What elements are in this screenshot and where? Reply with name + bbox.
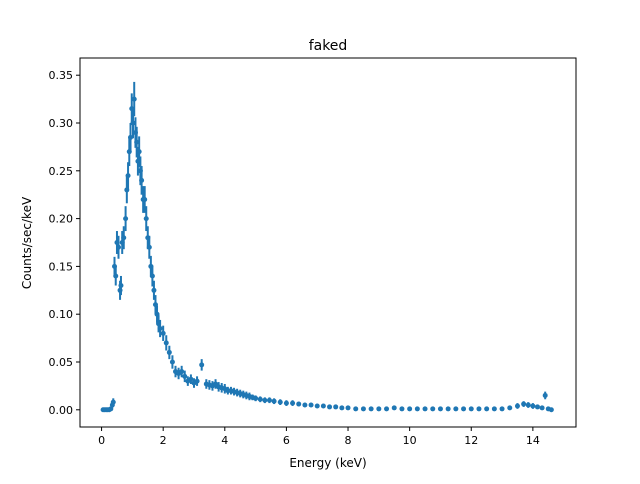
data-point (530, 403, 536, 409)
data-point (194, 378, 200, 384)
data-point (345, 405, 351, 411)
y-tick-label: 0.30 (49, 117, 74, 130)
data-point (199, 362, 205, 368)
x-tick-label: 2 (160, 434, 167, 447)
data-point (507, 405, 513, 411)
data-point (461, 406, 467, 412)
data-point (121, 235, 127, 241)
data-point (296, 401, 302, 407)
data-point (445, 406, 451, 412)
y-axis-label: Counts/sec/keV (20, 196, 34, 289)
data-point (188, 376, 194, 382)
data-point (151, 287, 157, 293)
data-point (143, 216, 149, 222)
data-point (525, 402, 531, 408)
data-point (484, 406, 490, 412)
data-point (257, 396, 263, 402)
y-tick-label: 0.00 (49, 404, 74, 417)
data-point (320, 403, 326, 409)
data-point (283, 400, 289, 406)
data-point (290, 400, 296, 406)
data-point (146, 244, 152, 250)
data-point (308, 402, 314, 408)
data-point (253, 395, 259, 401)
x-axis-label: Energy (keV) (289, 456, 366, 470)
x-tick-label: 12 (464, 434, 478, 447)
data-point (118, 283, 124, 289)
data-point (125, 173, 131, 179)
data-point (453, 406, 459, 412)
data-point (333, 404, 339, 410)
data-point (131, 96, 137, 102)
y-tick-label: 0.20 (49, 213, 74, 226)
data-point (262, 397, 268, 403)
data-point (149, 273, 155, 279)
data-point (116, 244, 122, 250)
data-point (123, 216, 129, 222)
y-tick-label: 0.10 (49, 308, 74, 321)
data-point (134, 139, 140, 145)
data-point (422, 406, 428, 412)
x-tick-label: 4 (221, 434, 228, 447)
data-point (163, 340, 169, 346)
data-point (399, 406, 405, 412)
y-tick-label: 0.15 (49, 260, 74, 273)
data-point (339, 405, 345, 411)
x-tick-label: 14 (526, 434, 540, 447)
data-point (407, 406, 413, 412)
plot-frame (79, 57, 577, 428)
data-point (521, 401, 527, 407)
data-point (327, 404, 333, 410)
data-point (376, 406, 382, 412)
data-point (548, 407, 554, 413)
x-tick-label: 10 (403, 434, 417, 447)
x-tick-label: 8 (345, 434, 352, 447)
data-point (539, 405, 545, 411)
data-point (514, 403, 520, 409)
data-point (491, 406, 497, 412)
y-tick-label: 0.25 (49, 165, 74, 178)
data-point (166, 349, 172, 355)
data-point (542, 392, 548, 398)
data-point (499, 406, 505, 412)
data-point (430, 406, 436, 412)
data-point (266, 397, 272, 403)
x-tick-label: 6 (283, 434, 290, 447)
y-tick-label: 0.05 (49, 356, 74, 369)
data-point (160, 330, 166, 336)
y-tick-label: 0.35 (49, 69, 74, 82)
data-point (157, 326, 163, 332)
data-point (128, 134, 134, 140)
data-point (142, 196, 148, 202)
data-point (360, 406, 366, 412)
data-point (271, 398, 277, 404)
data-point (130, 120, 136, 126)
data-point (182, 373, 188, 379)
data-point (113, 273, 119, 279)
data-point (136, 149, 142, 155)
data-point (476, 406, 482, 412)
chart-title: faked (309, 38, 348, 54)
data-point (391, 405, 397, 411)
data-point (368, 406, 374, 412)
data-point (277, 399, 283, 405)
data-point (468, 406, 474, 412)
data-point (169, 359, 175, 365)
data-point (302, 402, 308, 408)
data-point (110, 399, 116, 405)
x-tick-label: 0 (98, 434, 105, 447)
data-point (534, 404, 540, 410)
data-point (314, 403, 320, 409)
data-point (437, 406, 443, 412)
data-point (384, 406, 390, 412)
data-point (179, 369, 185, 375)
data-point (353, 406, 359, 412)
data-point (139, 177, 145, 183)
data-point (414, 406, 420, 412)
